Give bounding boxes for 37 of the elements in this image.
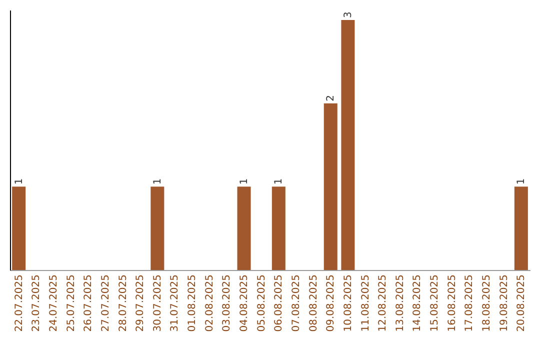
x-tick-label: 17.08.2025 xyxy=(464,274,476,332)
x-tick-label: 23.07.2025 xyxy=(31,274,42,332)
data-label: 1 xyxy=(239,178,250,185)
x-tick-label: 09.08.2025 xyxy=(326,274,337,332)
x-tick-label: 16.08.2025 xyxy=(446,274,458,332)
x-tick-label: 30.07.2025 xyxy=(152,274,164,332)
x-tick-label: 14.08.2025 xyxy=(412,274,424,332)
x-tick-label: 04.08.2025 xyxy=(239,274,250,332)
data-label: 2 xyxy=(326,94,337,102)
x-tick-label: 22.07.2025 xyxy=(14,274,25,332)
x-tick-label: 25.07.2025 xyxy=(66,274,77,332)
data-label: 1 xyxy=(14,178,25,185)
x-tick-label: 31.07.2025 xyxy=(170,274,181,332)
x-tick-label: 01.08.2025 xyxy=(187,274,198,332)
x-tick-label: 15.08.2025 xyxy=(430,274,441,332)
data-label: 1 xyxy=(152,178,164,185)
data-label: 1 xyxy=(516,178,528,185)
data-label: 3 xyxy=(342,12,354,18)
x-tick-label: 26.07.2025 xyxy=(83,274,94,332)
x-tick-label: 07.08.2025 xyxy=(290,274,302,332)
x-tick-label: 08.08.2025 xyxy=(308,274,320,332)
x-tick-label: 28.07.2025 xyxy=(118,274,129,332)
x-tick-label: 18.08.2025 xyxy=(482,274,493,332)
x-tick-label: 24.07.2025 xyxy=(48,274,60,332)
x-tick-label: 13.08.2025 xyxy=(394,274,406,332)
x-tick-label: 27.07.2025 xyxy=(100,274,112,332)
x-tick-label: 05.08.2025 xyxy=(256,274,268,332)
x-tick-label: 29.07.2025 xyxy=(135,274,146,332)
x-tick-label: 20.08.2025 xyxy=(516,274,528,332)
x-tick-label: 10.08.2025 xyxy=(342,274,354,332)
x-tick-label: 02.08.2025 xyxy=(204,274,216,332)
x-tick-label: 19.08.2025 xyxy=(498,274,510,332)
x-tick-label: 11.08.2025 xyxy=(360,274,372,332)
data-label: 1 xyxy=(274,178,285,185)
x-tick-label: 06.08.2025 xyxy=(274,274,285,332)
x-tick-label: 12.08.2025 xyxy=(378,274,389,332)
x-tick-label: 03.08.2025 xyxy=(222,274,233,332)
